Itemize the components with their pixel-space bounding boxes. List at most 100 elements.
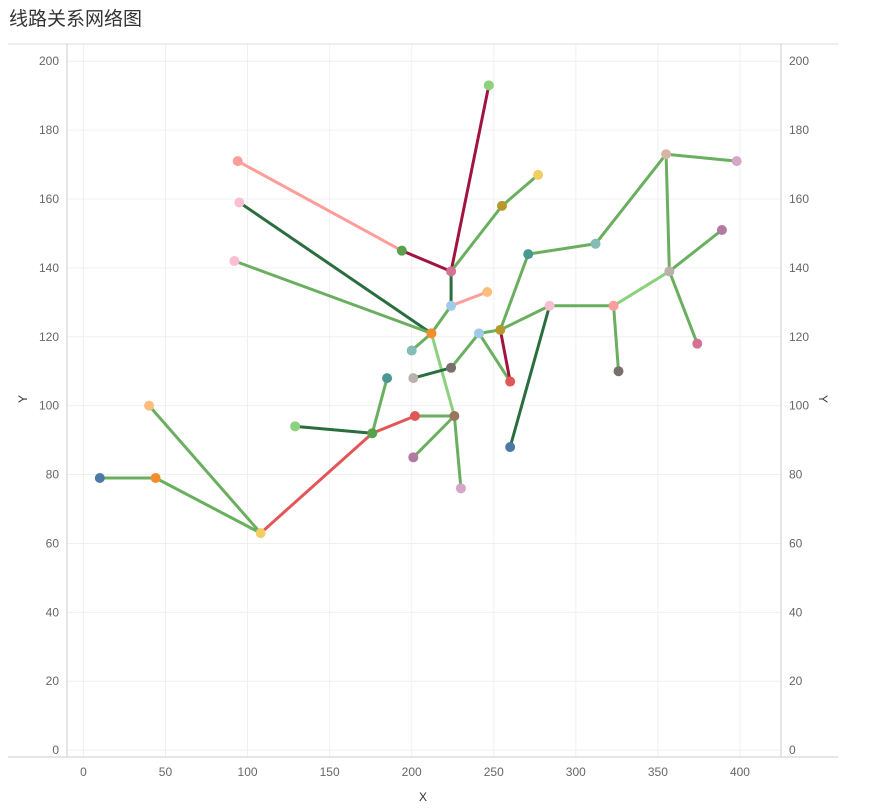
edge-line — [594, 152, 668, 246]
node-point[interactable] — [613, 366, 624, 377]
x-tick-label: 400 — [730, 765, 750, 779]
edge-line — [259, 431, 374, 535]
node-point[interactable] — [446, 362, 457, 373]
edge-line — [449, 290, 489, 308]
x-tick-label: 300 — [566, 765, 586, 779]
node-point[interactable] — [505, 442, 516, 452]
y-tick-label-left: 180 — [39, 123, 59, 137]
node-point[interactable] — [482, 287, 493, 297]
node-point[interactable] — [367, 428, 378, 439]
node-point[interactable] — [661, 149, 672, 160]
y-tick-label-right: 40 — [789, 605, 803, 619]
edge-line — [400, 249, 453, 273]
y-tick-label-left: 40 — [46, 605, 60, 619]
node-point[interactable] — [446, 300, 457, 311]
y-tick-label-right: 180 — [789, 123, 809, 137]
edge-line — [612, 304, 621, 373]
y-tick-label-right: 160 — [789, 192, 809, 206]
node-point[interactable] — [590, 238, 601, 249]
edge-line — [452, 414, 463, 490]
node-point[interactable] — [382, 373, 393, 384]
y-tick-label-left: 0 — [52, 743, 59, 757]
x-axis-title: X — [419, 790, 427, 804]
edge-line — [232, 259, 433, 335]
edge-line — [449, 331, 481, 370]
edge-line — [429, 304, 453, 335]
grid-layer — [67, 44, 781, 757]
y-tick-label-left: 120 — [39, 330, 59, 344]
y-tick-label-left: 80 — [46, 468, 60, 482]
y-axis-title-left: Y — [16, 395, 30, 403]
edge-line — [667, 269, 699, 346]
y-tick-label-right: 60 — [789, 536, 803, 550]
y-tick-label-right: 0 — [789, 743, 796, 757]
node-point[interactable] — [533, 169, 544, 180]
node-point[interactable] — [495, 324, 506, 335]
node-point[interactable] — [692, 338, 703, 349]
node-layer — [94, 80, 742, 539]
edge-line — [147, 404, 263, 535]
node-point[interactable] — [455, 483, 466, 494]
node-point[interactable] — [426, 328, 437, 339]
node-point[interactable] — [229, 256, 240, 266]
node-point[interactable] — [473, 328, 484, 339]
edge-line — [370, 376, 389, 435]
node-point[interactable] — [505, 376, 516, 387]
node-point[interactable] — [716, 225, 727, 235]
y-tick-label-left: 60 — [46, 536, 60, 550]
node-point[interactable] — [150, 473, 161, 483]
axis-layer: 0 0 20 20 40 40 60 60 80 80 100 100 120 120 140 140 160 1… — [8, 43, 838, 779]
x-tick-label: 50 — [159, 765, 173, 779]
edge-line — [236, 159, 404, 253]
x-tick-label: 350 — [648, 765, 668, 779]
chart-title: 线路关系网络图 — [9, 8, 143, 30]
y-tick-label-right: 100 — [789, 399, 809, 413]
x-tick-label: 200 — [402, 765, 422, 779]
node-point[interactable] — [408, 373, 419, 384]
edge-line — [449, 83, 491, 273]
node-point[interactable] — [496, 200, 507, 211]
x-tick-label: 0 — [80, 765, 87, 779]
y-tick-label-right: 140 — [789, 261, 809, 275]
edge-line — [477, 331, 512, 384]
y-tick-label-left: 160 — [39, 192, 59, 206]
edge-line — [411, 414, 456, 459]
node-point[interactable] — [408, 452, 419, 463]
node-point[interactable] — [446, 266, 457, 277]
node-point[interactable] — [664, 266, 675, 277]
y-tick-label-right: 20 — [789, 674, 803, 688]
node-point[interactable] — [290, 421, 301, 432]
edge-line — [667, 228, 724, 273]
node-point[interactable] — [406, 345, 417, 356]
edge-line — [498, 328, 512, 384]
node-point[interactable] — [94, 473, 105, 483]
y-tick-label-right: 200 — [789, 54, 809, 68]
node-point[interactable] — [409, 411, 420, 421]
x-tick-label: 100 — [238, 765, 258, 779]
edge-line — [508, 304, 552, 449]
edge-layer — [98, 83, 739, 535]
node-point[interactable] — [608, 300, 619, 311]
y-axis-title-right: Y — [816, 395, 830, 403]
node-point[interactable] — [255, 528, 266, 539]
node-point[interactable] — [449, 411, 460, 421]
node-point[interactable] — [544, 300, 555, 311]
edge-line — [664, 152, 671, 273]
node-point[interactable] — [396, 245, 407, 256]
y-tick-label-right: 80 — [789, 468, 803, 482]
node-point[interactable] — [483, 80, 494, 91]
edge-line — [411, 366, 453, 380]
edge-line — [370, 414, 417, 435]
node-point[interactable] — [731, 156, 742, 167]
node-point[interactable] — [234, 197, 245, 208]
edge-line — [449, 204, 504, 273]
y-tick-label-right: 120 — [789, 330, 809, 344]
node-point[interactable] — [523, 249, 534, 260]
node-point[interactable] — [232, 156, 243, 167]
edge-line — [500, 173, 540, 208]
edge-line — [498, 304, 552, 332]
node-point[interactable] — [144, 400, 155, 411]
edge-line — [526, 242, 598, 256]
edge-line — [237, 200, 433, 335]
edge-line — [498, 252, 530, 332]
